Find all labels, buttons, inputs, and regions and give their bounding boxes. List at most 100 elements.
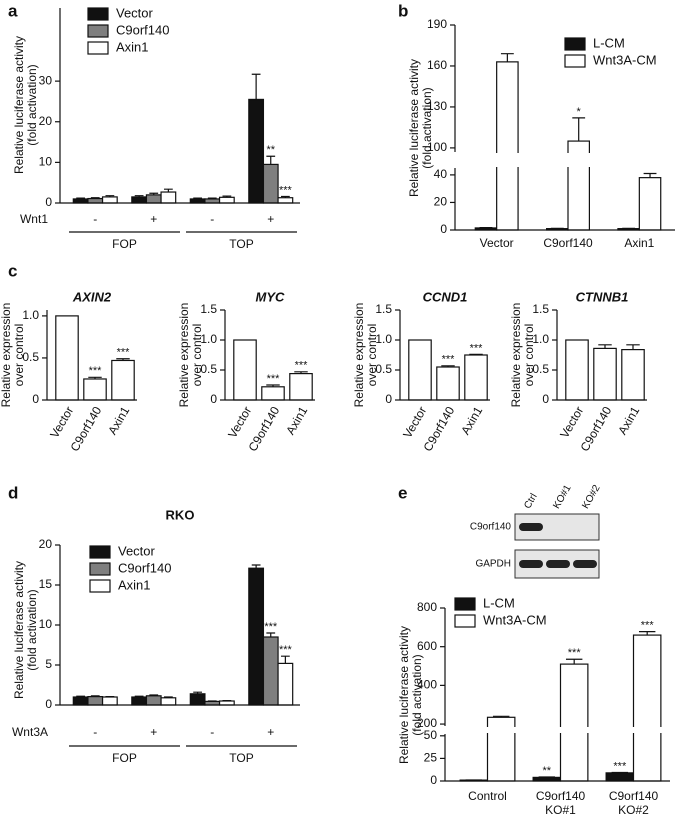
error-bar	[88, 376, 102, 379]
bar	[408, 339, 432, 401]
y-tick-label: 0	[45, 697, 52, 711]
x-tick-label: Vector	[480, 236, 514, 250]
x-tick-label: -	[93, 725, 97, 739]
significance-label: ***	[279, 184, 293, 196]
y-tick-label: 30	[39, 73, 53, 87]
y-tick-label: 0	[210, 392, 217, 406]
x-tick-label: -	[93, 212, 97, 226]
y-tick-label: 400	[417, 678, 437, 692]
y-tick-label: 50	[424, 728, 438, 742]
chart-title: MYC	[256, 289, 286, 304]
significance-label: ***	[613, 760, 627, 772]
y-axis-label: Relative expression	[509, 303, 523, 408]
y-axis-label: (fold activation)	[25, 589, 39, 670]
error-bar	[105, 195, 115, 197]
bar	[160, 191, 177, 204]
x-tick-label: KO#2	[618, 803, 649, 817]
bar	[131, 696, 148, 706]
y-tick-label: 20	[39, 114, 53, 128]
significance-label: ***	[267, 373, 281, 385]
lane-label: Ctrl	[522, 492, 539, 511]
x-tick-label: Vector	[47, 404, 76, 440]
error-bar	[266, 632, 276, 637]
bar	[593, 347, 617, 401]
y-tick-label: 1.0	[200, 332, 217, 346]
error-bar	[251, 564, 261, 569]
bar	[496, 61, 519, 231]
x-tick-label: Vector	[400, 404, 429, 440]
error-bar	[163, 696, 173, 698]
error-bar	[149, 192, 159, 195]
legend-swatch	[89, 562, 111, 576]
legend-label: Vector	[118, 543, 156, 558]
y-tick-label: 0	[542, 392, 549, 406]
bar	[145, 194, 162, 204]
blot-band	[573, 560, 597, 568]
bar	[72, 696, 89, 706]
bar	[632, 634, 662, 782]
legend-swatch	[89, 545, 111, 559]
y-tick-label: 1.5	[532, 302, 549, 316]
y-tick-label: 1.0	[532, 332, 549, 346]
y-tick-label: 0.5	[200, 362, 217, 376]
bar	[248, 98, 265, 204]
panel-letter: e	[398, 483, 407, 502]
error-bar	[565, 658, 583, 665]
x-tick-label: -	[210, 725, 214, 739]
y-tick-label: 130	[427, 99, 447, 113]
error-bar	[280, 195, 290, 198]
blot-band	[519, 523, 543, 531]
bar	[277, 197, 294, 204]
significance-label: **	[646, 161, 655, 173]
group-label: TOP	[229, 237, 253, 251]
x-tick-label: +	[150, 212, 157, 226]
bar	[277, 662, 294, 706]
bar	[464, 354, 488, 401]
error-bar	[500, 53, 514, 62]
band-label: GAPDH	[475, 559, 511, 570]
legend-label: Wnt3A-CM	[593, 52, 657, 67]
legend-swatch	[454, 614, 476, 628]
bar	[204, 198, 221, 204]
error-bar	[294, 371, 308, 374]
y-tick-label: 0	[32, 392, 39, 406]
panel-letter: c	[8, 261, 17, 280]
significance-label: ***	[641, 620, 655, 632]
x-tick-label: C9orf140	[543, 236, 593, 250]
bar	[262, 163, 279, 204]
x-tick-label: Vector	[557, 404, 586, 440]
legend-swatch	[89, 579, 111, 593]
error-bar	[149, 694, 159, 696]
bar	[621, 349, 645, 401]
bar	[565, 339, 589, 401]
bar	[559, 663, 589, 782]
x-tick-label: Axin1	[615, 404, 642, 437]
error-bar	[572, 117, 586, 142]
y-tick-label: 25	[424, 751, 438, 765]
y-tick-label: 20	[39, 537, 53, 551]
bar	[638, 177, 662, 231]
error-bar	[598, 344, 612, 349]
bar	[233, 339, 257, 401]
error-bar	[116, 358, 130, 361]
error-bar	[251, 73, 261, 100]
y-tick-label: 800	[417, 600, 437, 614]
y-axis-label: over control	[190, 324, 204, 387]
x-tick-label: Axin1	[105, 404, 132, 437]
legend-swatch	[454, 597, 476, 611]
y-axis-label: Relative luciferase activity	[397, 626, 411, 764]
significance-label: *	[577, 106, 582, 118]
legend-label: Axin1	[118, 577, 151, 592]
y-axis-label: over control	[522, 324, 536, 387]
y-axis-label: Relative expression	[0, 303, 13, 408]
chart-title: CCND1	[423, 289, 468, 304]
panel-letter: d	[8, 483, 18, 502]
error-bar	[163, 188, 173, 193]
legend-swatch	[87, 41, 109, 55]
bar	[289, 373, 313, 401]
y-axis-label: Relative luciferase activity	[407, 59, 421, 197]
row-label: Wnt3A	[12, 725, 48, 739]
x-tick-label: KO#1	[545, 803, 576, 817]
x-tick-label: Axin1	[283, 404, 310, 437]
row-label: Wnt1	[20, 212, 48, 226]
